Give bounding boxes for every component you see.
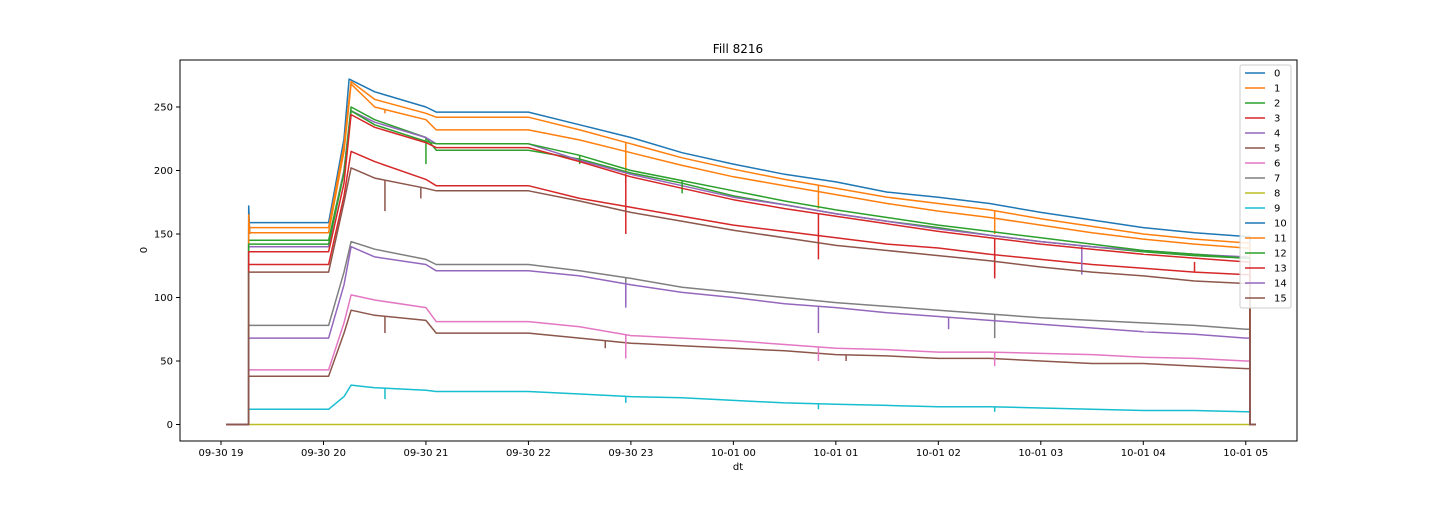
y-axis-label: 0: [139, 247, 150, 253]
series-line-0: [226, 78, 1256, 426]
legend-label: 0: [1274, 69, 1280, 80]
legend-item: 5: [1245, 144, 1280, 155]
legend-label: 5: [1274, 144, 1280, 155]
y-tick-label: 100: [154, 293, 173, 304]
x-tick-label: 09-30 20: [301, 448, 346, 459]
series-line-12: [226, 110, 1256, 426]
y-tick-label: 250: [154, 102, 173, 113]
x-axis-label: dt: [733, 462, 743, 473]
legend-frame: [1239, 64, 1292, 309]
series-line-14: [226, 245, 1256, 426]
legend-label: 14: [1274, 279, 1287, 290]
x-tick-label: 09-30 19: [199, 448, 244, 459]
x-tick-label: 09-30 23: [608, 448, 653, 459]
legend-item: 1: [1245, 84, 1280, 95]
series-line-11: [226, 83, 1256, 426]
legend-label: 1: [1274, 84, 1280, 95]
legend-label: 9: [1274, 204, 1280, 215]
legend-item: 12: [1245, 249, 1287, 260]
plot-area: [179, 59, 1298, 442]
legend-item: 14: [1245, 279, 1287, 290]
legend-label: 2: [1274, 99, 1280, 110]
legend-item: 13: [1245, 264, 1287, 275]
legend-label: 12: [1274, 249, 1287, 260]
legend-label: 15: [1274, 294, 1287, 305]
series-15: [226, 167, 1256, 426]
legend-label: 3: [1274, 114, 1280, 125]
chart-title: Fill 8216: [713, 42, 763, 56]
series-13: [226, 113, 1256, 426]
legend-item: 7: [1245, 174, 1280, 185]
legend-item: 10: [1245, 219, 1287, 230]
series-11: [226, 83, 1256, 426]
legend-label: 11: [1274, 234, 1287, 245]
legend-item: 3: [1245, 114, 1280, 125]
x-tick-label: 09-30 21: [403, 448, 448, 459]
series-line-9: [226, 384, 1256, 426]
y-tick-label: 0: [167, 420, 173, 431]
legend-item: 9: [1245, 204, 1280, 215]
legend-label: 13: [1274, 264, 1287, 275]
x-tick-label: 10-01 03: [1018, 448, 1063, 459]
x-axis: 09-30 19 09-30 20 09-30 21 09-30 22 09-30 23…: [199, 441, 1268, 459]
x-tick-label: 10-01 00: [711, 448, 756, 459]
y-tick-label: 200: [154, 166, 173, 177]
legend-item: 2: [1245, 99, 1280, 110]
series-line-13: [226, 113, 1256, 426]
x-tick-label: 10-01 02: [916, 448, 961, 459]
series-line-6: [226, 294, 1256, 426]
legend-item: 15: [1245, 294, 1287, 305]
series-layer: [226, 78, 1256, 426]
legend-label: 6: [1274, 159, 1280, 170]
series-line-5: [226, 309, 1256, 426]
axes-frame: [179, 59, 1298, 442]
series-6: [226, 294, 1256, 426]
legend-item: 6: [1245, 159, 1280, 170]
x-tick-label: 10-01 01: [813, 448, 858, 459]
series-line-3: [226, 150, 1256, 426]
series-0: [226, 78, 1256, 426]
series-line-15: [226, 167, 1256, 426]
x-tick-label: 09-30 22: [506, 448, 551, 459]
legend-item: 0: [1245, 69, 1280, 80]
y-tick-label: 50: [160, 356, 173, 367]
series-5: [226, 309, 1256, 426]
series-12: [226, 110, 1256, 426]
x-tick-label: 10-01 05: [1223, 448, 1268, 459]
y-tick-label: 150: [154, 229, 173, 240]
legend-item: 8: [1245, 189, 1280, 200]
legend-item: 4: [1245, 129, 1280, 140]
y-axis: 0 50 100 150 200 250: [154, 102, 180, 431]
legend-label: 4: [1274, 129, 1280, 140]
legend-label: 7: [1274, 174, 1280, 185]
series-9: [226, 384, 1256, 426]
legend-label: 10: [1274, 219, 1287, 230]
series-14: [226, 245, 1256, 426]
legend-item: 11: [1245, 234, 1287, 245]
legend-label: 8: [1274, 189, 1280, 200]
x-tick-label: 10-01 04: [1121, 448, 1166, 459]
series-line-7: [226, 240, 1256, 426]
